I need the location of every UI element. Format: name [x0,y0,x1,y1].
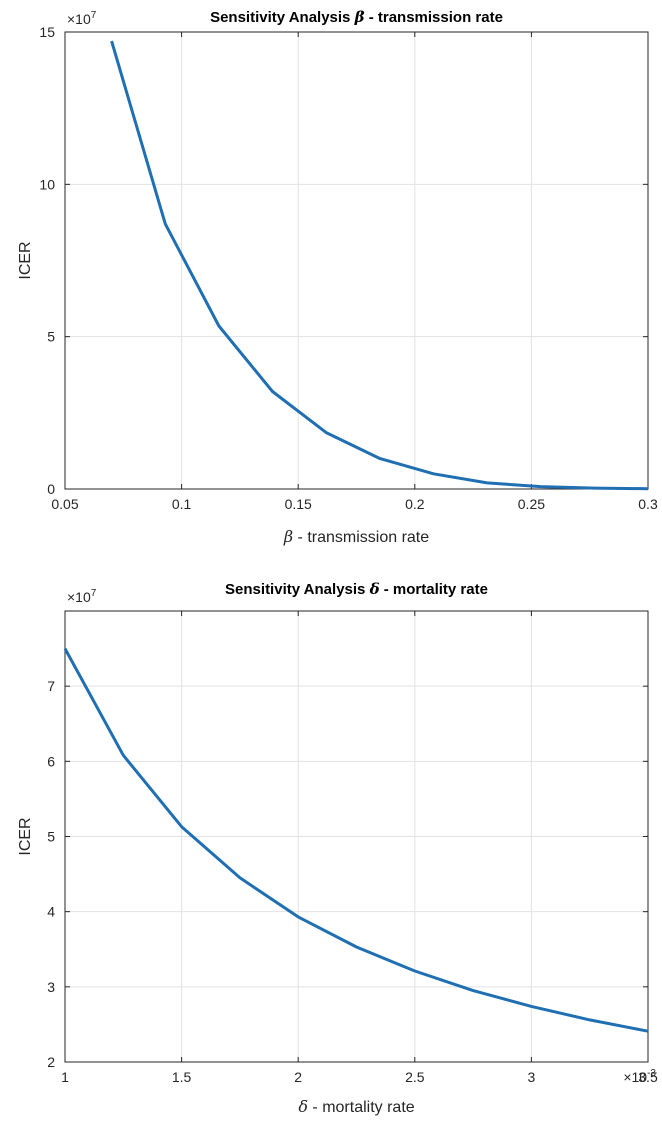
chart2-y-axis-label: ICER [17,817,34,855]
chart2-x-tick-label: 1.5 [172,1069,192,1085]
chart1-x-tick-label: 0.2 [405,496,425,512]
chart1-x-tick-label: 0.25 [518,496,545,512]
chart2-y-exponent-label: ×107 [67,588,97,605]
chart1-y-tick-label: 10 [39,176,55,192]
chart1-y-exponent-label: ×107 [67,10,97,27]
chart2-y-tick-label: 5 [47,829,55,845]
chart1-plot-area [65,32,648,489]
chart2-x-tick-label: 1 [61,1069,69,1085]
chart2-x-tick-label: 3.5 [638,1069,658,1085]
chart2-x-exponent-label: ×10-3 [623,1068,656,1085]
chart1-y-axis-label: ICER [17,241,34,279]
chart1-y-tick-label: 0 [47,481,55,497]
chart1-title: Sensitivity Analysis β - transmission ra… [210,8,503,26]
chart1-axes-box [64,31,649,490]
chart1-x-tick-label: 0.15 [285,496,312,512]
chart2-x-tick-label: 2.5 [405,1069,425,1085]
chart2-y-tick-label: 7 [47,678,55,694]
chart1-y-tick-label: 5 [47,329,55,345]
chart2-y-tick-label: 2 [47,1054,55,1070]
chart1-x-tick-label: 0.05 [51,496,78,512]
chart1-x-axis-label: β - transmission rate [283,527,429,546]
chart2-title: Sensitivity Analysis δ - mortality rate [225,580,488,598]
chart2-y-tick-label: 3 [47,979,55,995]
chart2-x-axis-label: δ - mortality rate [298,1097,414,1116]
chart1-series-line [110,40,649,491]
chart1-x-tick-label: 0.3 [638,496,658,512]
chart2-x-tick-label: 3 [528,1069,536,1085]
chart2-y-tick-label: 4 [47,904,55,920]
chart1-y-tick-label: 15 [39,24,55,40]
chart2-x-tick-label: 2 [294,1069,302,1085]
chart2: 1 1.5 2 2.5 3 3.5 2 3 4 5 6 7 ×107 ×10-3 Sensitivity A… [17,580,658,1116]
chart1: 0.05 0.1 0.15 0.2 0.25 0.3 0 5 10 15 ×107 Sensitivi… [17,8,658,546]
chart2-y-tick-label: 6 [47,753,55,769]
chart1-x-tick-label: 0.1 [172,496,192,512]
